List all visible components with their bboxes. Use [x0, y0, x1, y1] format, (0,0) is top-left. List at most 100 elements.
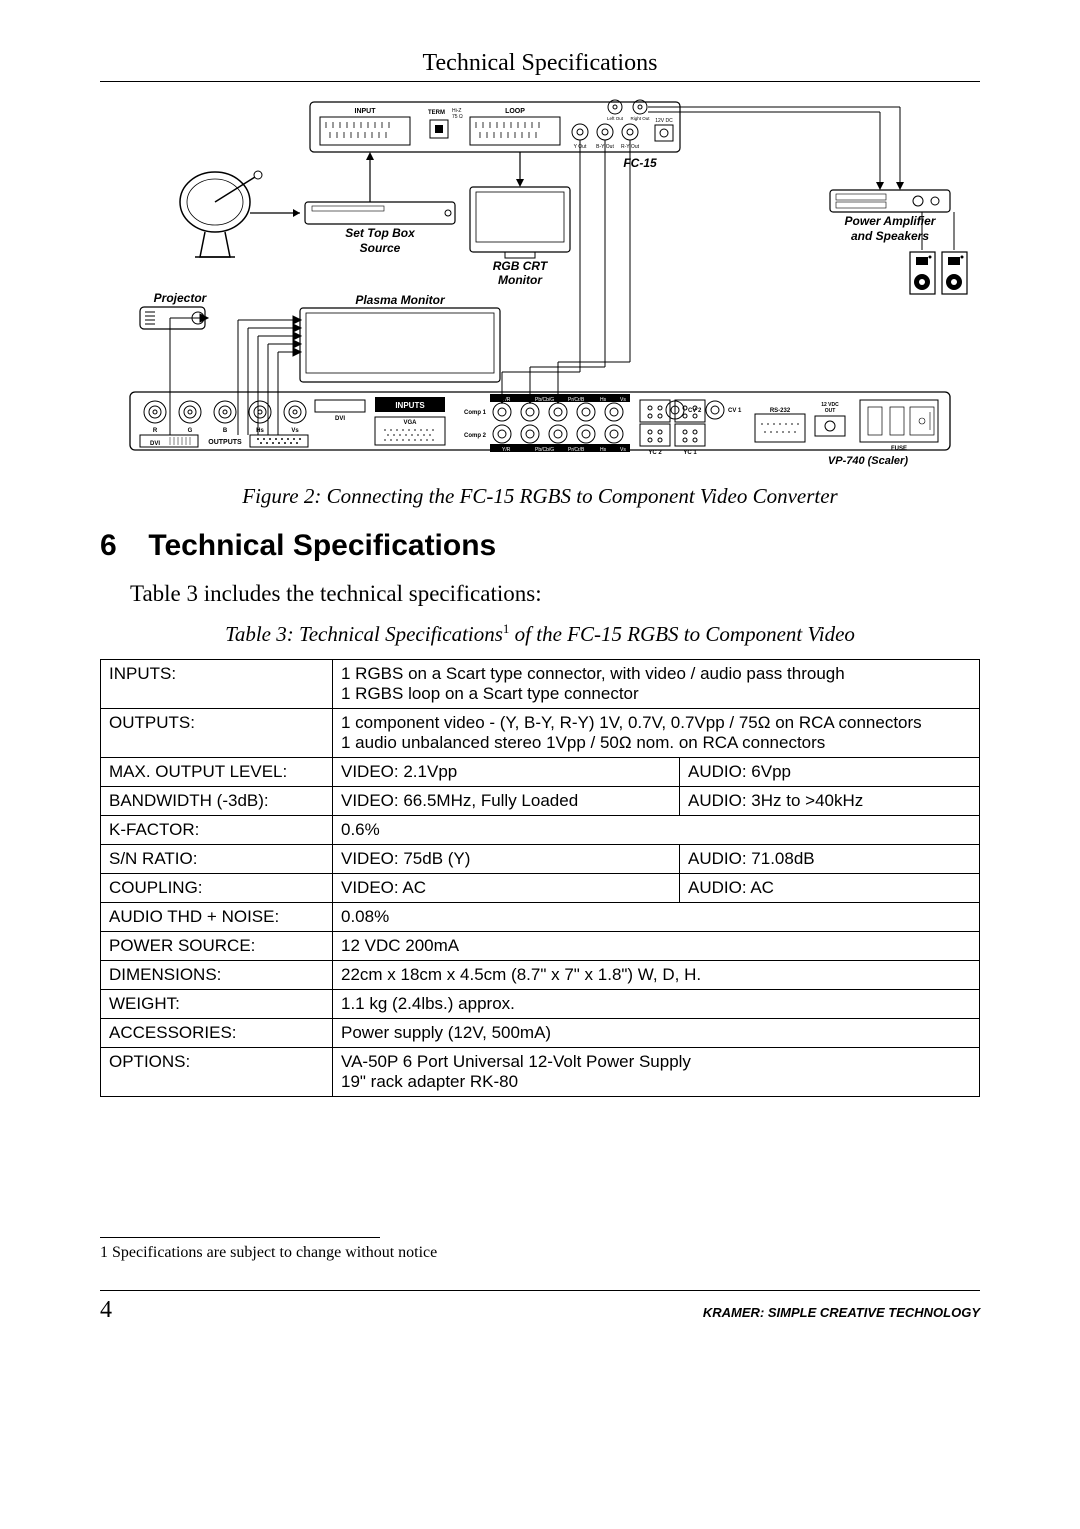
label-monitor: Monitor	[498, 273, 543, 287]
spec-value-2: AUDIO: AC	[680, 874, 980, 903]
table-row: AUDIO THD + NOISE:0.08%	[101, 903, 980, 932]
table-row: OPTIONS:VA-50P 6 Port Universal 12-Volt …	[101, 1048, 980, 1097]
label-hs1: Hs	[600, 397, 607, 403]
spec-value: Power supply (12V, 500mA)	[333, 1019, 980, 1048]
table-row: INPUTS:1 RGBS on a Scart type connector,…	[101, 660, 980, 709]
label-dvi-out: DVI	[150, 441, 160, 447]
footer-rule	[100, 1290, 980, 1291]
label-outputs: OUTPUTS	[208, 439, 242, 446]
label-loop: LOOP	[505, 108, 525, 115]
spec-label: INPUTS:	[101, 660, 333, 709]
spec-label: WEIGHT:	[101, 990, 333, 1019]
spec-value: 12 VDC 200mA	[333, 932, 980, 961]
label-vs2: Vs	[620, 447, 626, 453]
label-input: INPUT	[355, 108, 377, 115]
label-12vdc: 12V DC	[655, 118, 673, 124]
spec-value: 1.1 kg (2.4lbs.) approx.	[333, 990, 980, 1019]
spec-label: S/N RATIO:	[101, 845, 333, 874]
spec-label: ACCESSORIES:	[101, 1019, 333, 1048]
label-fc15: FC-15	[623, 156, 657, 170]
label-leftout: Left Out	[607, 116, 624, 121]
label-hs: Hs	[256, 428, 264, 434]
table-row: COUPLING:VIDEO: ACAUDIO: AC	[101, 874, 980, 903]
label-fuse: FUSE	[891, 446, 907, 452]
spec-label: MAX. OUTPUT LEVEL:	[101, 758, 333, 787]
spec-value-1: VIDEO: 2.1Vpp	[333, 758, 680, 787]
label-cv2: CV 2	[688, 408, 702, 414]
header-title: Technical Specifications	[100, 50, 980, 77]
spec-value: 0.6%	[333, 816, 980, 845]
connection-diagram-svg: INPUT TERM Hi-Z 75 Ω LOOP Y Out	[110, 92, 970, 472]
label-prcrb1: Pr/Cr/B	[568, 397, 585, 403]
intro-text: Table 3 includes the technical specifica…	[130, 581, 980, 607]
spec-value: 1 RGBS on a Scart type connector, with v…	[333, 660, 980, 709]
table-row: DIMENSIONS:22cm x 18cm x 4.5cm (8.7" x 7…	[101, 961, 980, 990]
label-r: R	[153, 428, 158, 434]
spec-value-1: VIDEO: AC	[333, 874, 680, 903]
label-term: TERM	[428, 110, 445, 116]
table-row: BANDWIDTH (-3dB):VIDEO: 66.5MHz, Fully L…	[101, 787, 980, 816]
label-pbcbg2: Pb/Cb/G	[535, 447, 554, 453]
table-caption-b: of the FC-15 RGBS to Component Video	[509, 622, 854, 646]
figure-caption: Figure 2: Connecting the FC-15 RGBS to C…	[100, 484, 980, 509]
spec-label: AUDIO THD + NOISE:	[101, 903, 333, 932]
label-out: OUT	[825, 408, 836, 414]
label-yr2: Y/R	[502, 447, 511, 453]
label-prcrb2: Pr/Cr/B	[568, 447, 585, 453]
table-caption: Table 3: Technical Specifications1 of th…	[100, 621, 980, 647]
label-settop: Set Top Box	[345, 226, 416, 240]
table-caption-a: Table 3: Technical Specifications	[225, 622, 503, 646]
label-rgbcrt: RGB CRT	[493, 259, 549, 273]
table-row: S/N RATIO:VIDEO: 75dB (Y)AUDIO: 71.08dB	[101, 845, 980, 874]
spec-value: VA-50P 6 Port Universal 12-Volt Power Su…	[333, 1048, 980, 1097]
label-plasma: Plasma Monitor	[355, 293, 446, 307]
spec-value: 0.08%	[333, 903, 980, 932]
spec-value-1: VIDEO: 66.5MHz, Fully Loaded	[333, 787, 680, 816]
label-dvi-in: DVI	[335, 416, 345, 422]
table-row: WEIGHT:1.1 kg (2.4lbs.) approx.	[101, 990, 980, 1019]
header-rule	[100, 81, 980, 82]
footer-text: KRAMER: SIMPLE CREATIVE TECHNOLOGY	[703, 1305, 980, 1320]
table-row: ACCESSORIES:Power supply (12V, 500mA)	[101, 1019, 980, 1048]
spec-label: POWER SOURCE:	[101, 932, 333, 961]
table-row: OUTPUTS:1 component video - (Y, B-Y, R-Y…	[101, 709, 980, 758]
spec-label: DIMENSIONS:	[101, 961, 333, 990]
label-poweramp1: Power Amplifier	[845, 214, 937, 228]
label-g: G	[188, 428, 193, 434]
spec-value-2: AUDIO: 6Vpp	[680, 758, 980, 787]
label-yc2: YC 2	[648, 450, 662, 456]
spec-label: K-FACTOR:	[101, 816, 333, 845]
spec-value-2: AUDIO: 3Hz to >40kHz	[680, 787, 980, 816]
label-inputs: INPUTS	[395, 401, 425, 410]
label-rightout: Right Out	[630, 116, 650, 121]
label-source: Source	[360, 241, 401, 255]
spec-label: BANDWIDTH (-3dB):	[101, 787, 333, 816]
footnote-text: 1 Specifications are subject to change w…	[100, 1244, 980, 1262]
table-row: K-FACTOR:0.6%	[101, 816, 980, 845]
table-row: POWER SOURCE:12 VDC 200mA	[101, 932, 980, 961]
table-row: MAX. OUTPUT LEVEL:VIDEO: 2.1VppAUDIO: 6V…	[101, 758, 980, 787]
label-hs2: Hs	[600, 447, 607, 453]
specifications-table: INPUTS:1 RGBS on a Scart type connector,…	[100, 659, 980, 1097]
label-comp1: Comp 1	[464, 410, 487, 416]
label-projector: Projector	[154, 291, 208, 305]
label-poweramp2: and Speakers	[851, 229, 929, 243]
section-heading: 6 Technical Specifications	[100, 529, 980, 563]
footnote-rule	[100, 1237, 380, 1238]
label-comp2: Comp 2	[464, 433, 487, 439]
label-b: B	[223, 428, 228, 434]
label-75ohm: 75 Ω	[452, 114, 463, 120]
label-yc1: YC 1	[683, 450, 697, 456]
spec-value-2: AUDIO: 71.08dB	[680, 845, 980, 874]
spec-value-1: VIDEO: 75dB (Y)	[333, 845, 680, 874]
label-scaler: VP-740 (Scaler)	[828, 455, 908, 467]
figure-diagram: INPUT TERM Hi-Z 75 Ω LOOP Y Out	[110, 92, 970, 472]
spec-label: OPTIONS:	[101, 1048, 333, 1097]
page-number: 4	[100, 1297, 112, 1324]
spec-value: 22cm x 18cm x 4.5cm (8.7" x 7" x 1.8") W…	[333, 961, 980, 990]
label-vs: Vs	[291, 428, 299, 434]
label-pbcbg1: Pb/Cb/G	[535, 397, 554, 403]
label-cv1: CV 1	[728, 408, 742, 414]
spec-value: 1 component video - (Y, B-Y, R-Y) 1V, 0.…	[333, 709, 980, 758]
section-number: 6	[100, 529, 140, 563]
